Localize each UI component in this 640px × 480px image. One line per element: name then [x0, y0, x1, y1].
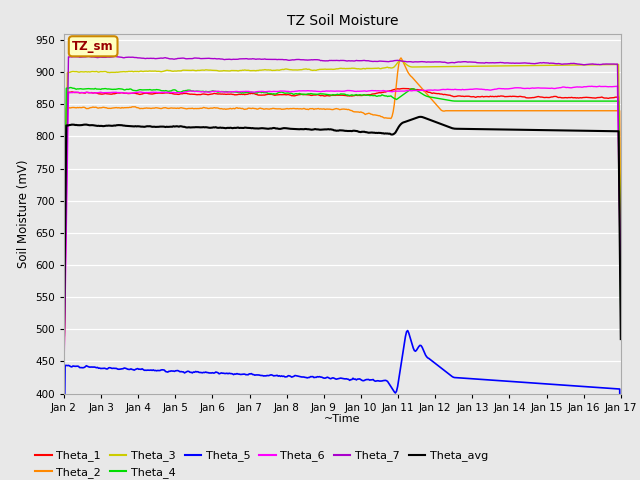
- Title: TZ Soil Moisture: TZ Soil Moisture: [287, 14, 398, 28]
- Theta_4: [393, 96, 401, 102]
- Theta_5: [362, 377, 369, 383]
- Theta_2: [324, 106, 332, 112]
- Theta_avg: [328, 127, 335, 132]
- Theta_4: [67, 84, 74, 90]
- Theta_1: [392, 86, 399, 92]
- Theta_avg: [392, 130, 399, 135]
- X-axis label: ~Time: ~Time: [324, 414, 361, 424]
- Theta_7: [617, 282, 625, 288]
- Theta_1: [328, 92, 335, 98]
- Theta_4: [617, 318, 625, 324]
- Theta_6: [328, 88, 335, 94]
- Theta_3: [397, 58, 405, 63]
- Theta_6: [392, 88, 399, 94]
- Theta_3: [605, 62, 612, 68]
- Theta_6: [617, 295, 625, 300]
- Line: Theta_7: Theta_7: [64, 56, 621, 354]
- Theta_4: [605, 98, 612, 104]
- Theta_2: [328, 107, 335, 112]
- Line: Theta_4: Theta_4: [64, 87, 621, 321]
- Theta_1: [617, 278, 625, 284]
- Theta_5: [605, 385, 612, 391]
- Theta_7: [326, 58, 333, 63]
- Theta_5: [324, 375, 332, 381]
- Theta_6: [60, 369, 68, 374]
- Theta_avg: [518, 127, 525, 132]
- Theta_7: [518, 60, 525, 66]
- Theta_2: [392, 91, 399, 97]
- Line: Theta_3: Theta_3: [64, 60, 621, 361]
- Theta_3: [617, 257, 625, 263]
- Theta_avg: [324, 126, 332, 132]
- Theta_7: [393, 58, 401, 63]
- Theta_7: [111, 53, 119, 59]
- Theta_5: [60, 457, 68, 463]
- Theta_7: [329, 58, 337, 63]
- Theta_5: [328, 375, 335, 381]
- Legend: Theta_1, Theta_2, Theta_3, Theta_4, Theta_5, Theta_6, Theta_7, Theta_avg: Theta_1, Theta_2, Theta_3, Theta_4, Thet…: [31, 446, 492, 480]
- Theta_7: [605, 61, 612, 67]
- Theta_1: [399, 85, 407, 91]
- Theta_1: [324, 93, 332, 99]
- Line: Theta_1: Theta_1: [64, 88, 621, 372]
- Line: Theta_6: Theta_6: [64, 86, 621, 372]
- Theta_1: [518, 94, 525, 99]
- Theta_4: [518, 98, 525, 104]
- Line: Theta_avg: Theta_avg: [64, 117, 621, 339]
- Theta_avg: [416, 114, 424, 120]
- Theta_6: [516, 85, 524, 91]
- Theta_6: [324, 88, 332, 94]
- Theta_1: [362, 92, 369, 98]
- Theta_4: [362, 92, 370, 98]
- Theta_1: [605, 96, 612, 101]
- Theta_6: [614, 83, 621, 89]
- Theta_5: [404, 328, 412, 334]
- Theta_5: [392, 390, 399, 396]
- Theta_3: [518, 63, 525, 69]
- Theta_avg: [605, 128, 612, 134]
- Theta_5: [617, 473, 625, 479]
- Theta_2: [605, 108, 612, 114]
- Line: Theta_5: Theta_5: [64, 331, 621, 476]
- Theta_2: [518, 108, 525, 114]
- Theta_3: [328, 66, 335, 72]
- Theta_3: [324, 66, 332, 72]
- Theta_2: [60, 376, 68, 382]
- Theta_4: [60, 311, 68, 316]
- Line: Theta_2: Theta_2: [64, 58, 621, 379]
- Theta_6: [604, 84, 611, 89]
- Text: TZ_sm: TZ_sm: [72, 40, 114, 53]
- Theta_2: [362, 112, 369, 118]
- Theta_5: [518, 379, 525, 385]
- Theta_3: [362, 66, 369, 72]
- Theta_7: [60, 351, 68, 357]
- Theta_avg: [60, 333, 68, 338]
- Theta_3: [392, 62, 399, 68]
- Theta_2: [397, 55, 405, 61]
- Theta_4: [329, 92, 337, 97]
- Y-axis label: Soil Moisture (mV): Soil Moisture (mV): [17, 159, 29, 268]
- Theta_2: [617, 243, 625, 249]
- Theta_avg: [362, 129, 369, 135]
- Theta_6: [362, 88, 369, 94]
- Theta_7: [362, 58, 370, 64]
- Theta_3: [60, 359, 68, 364]
- Theta_1: [60, 369, 68, 375]
- Theta_avg: [617, 336, 625, 342]
- Theta_4: [326, 92, 333, 98]
